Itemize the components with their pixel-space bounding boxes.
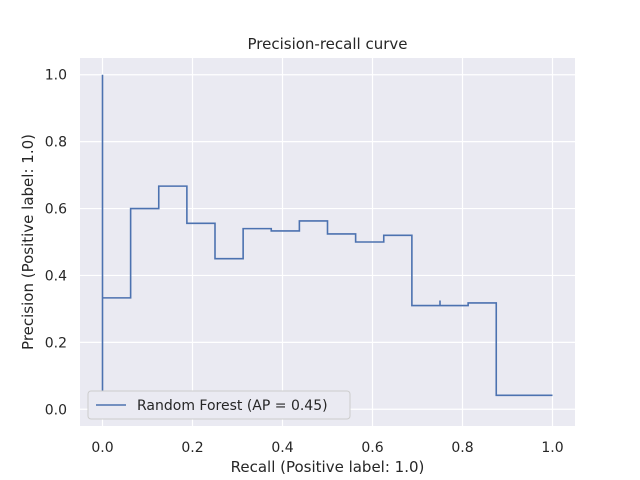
- legend-label: Random Forest (AP = 0.45): [137, 398, 328, 414]
- y-tick-label: 0.8: [45, 135, 67, 151]
- x-tick-label: 0.4: [271, 440, 293, 456]
- x-tick-labels: 0.0 0.2 0.4 0.6 0.8 1.0: [91, 440, 563, 456]
- x-tick-label: 1.0: [541, 440, 563, 456]
- y-tick-label: 0.6: [45, 202, 67, 218]
- y-axis-label: Precision (Positive label: 1.0): [19, 134, 37, 350]
- series-group: [101, 74, 553, 397]
- y-tick-labels: 0.0 0.2 0.4 0.6 0.8 1.0: [45, 68, 67, 419]
- series-line: [101, 74, 553, 397]
- chart-title: Precision-recall curve: [248, 35, 408, 53]
- x-tick-label: 0.2: [181, 440, 203, 456]
- x-tick-label: 0.8: [451, 440, 473, 456]
- y-tick-label: 0.0: [45, 402, 67, 418]
- plot-background: [80, 58, 575, 426]
- legend-box: [87, 390, 351, 420]
- x-tick-label: 0.6: [361, 440, 383, 456]
- y-tick-label: 0.4: [45, 268, 67, 284]
- x-axis-label: Recall (Positive label: 1.0): [231, 458, 425, 476]
- y-tick-label: 0.2: [45, 335, 67, 351]
- y-tick-label: 1.0: [45, 68, 67, 84]
- x-tick-label: 0.0: [91, 440, 113, 456]
- legend: Random Forest (AP = 0.45): [87, 390, 351, 420]
